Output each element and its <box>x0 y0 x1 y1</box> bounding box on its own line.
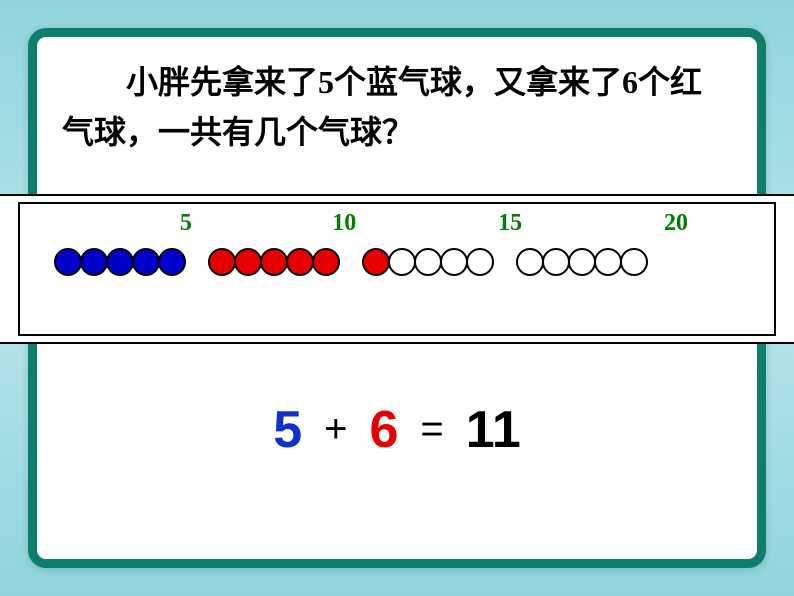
circle <box>414 248 442 276</box>
equation-number: 6 <box>370 400 399 460</box>
circle <box>106 248 134 276</box>
strip-label: 5 <box>180 210 192 237</box>
circle <box>466 248 494 276</box>
circle-group <box>208 248 338 276</box>
circle <box>260 248 288 276</box>
circle <box>542 248 570 276</box>
circle <box>568 248 596 276</box>
circle <box>158 248 186 276</box>
equation-number: 11 <box>466 400 521 460</box>
circle <box>286 248 314 276</box>
circle-group <box>516 248 646 276</box>
strip-label: 15 <box>498 210 522 237</box>
number-strip: 5 10 15 20 <box>0 194 794 344</box>
strip-label: 10 <box>332 210 356 237</box>
circle <box>312 248 340 276</box>
circle <box>54 248 82 276</box>
question-text: 小胖先拿来了5个蓝气球，又拿来了6个红气球，一共有几个气球？ <box>62 58 732 157</box>
circles-row <box>20 248 774 308</box>
strip-labels: 5 10 15 20 <box>20 210 774 240</box>
equation-operator: = <box>420 407 443 452</box>
circle <box>208 248 236 276</box>
circle <box>440 248 468 276</box>
circle <box>594 248 622 276</box>
circle <box>516 248 544 276</box>
circle <box>362 248 390 276</box>
circle <box>80 248 108 276</box>
circle-group <box>362 248 492 276</box>
equation-number: 5 <box>273 400 302 460</box>
circle <box>620 248 648 276</box>
circle <box>132 248 160 276</box>
number-strip-inner: 5 10 15 20 <box>18 202 776 336</box>
strip-label: 20 <box>664 210 688 237</box>
circle <box>388 248 416 276</box>
equation: 5 +6 = 11 <box>0 400 794 460</box>
circle <box>234 248 262 276</box>
equation-operator: + <box>324 407 347 452</box>
circle-group <box>54 248 184 276</box>
